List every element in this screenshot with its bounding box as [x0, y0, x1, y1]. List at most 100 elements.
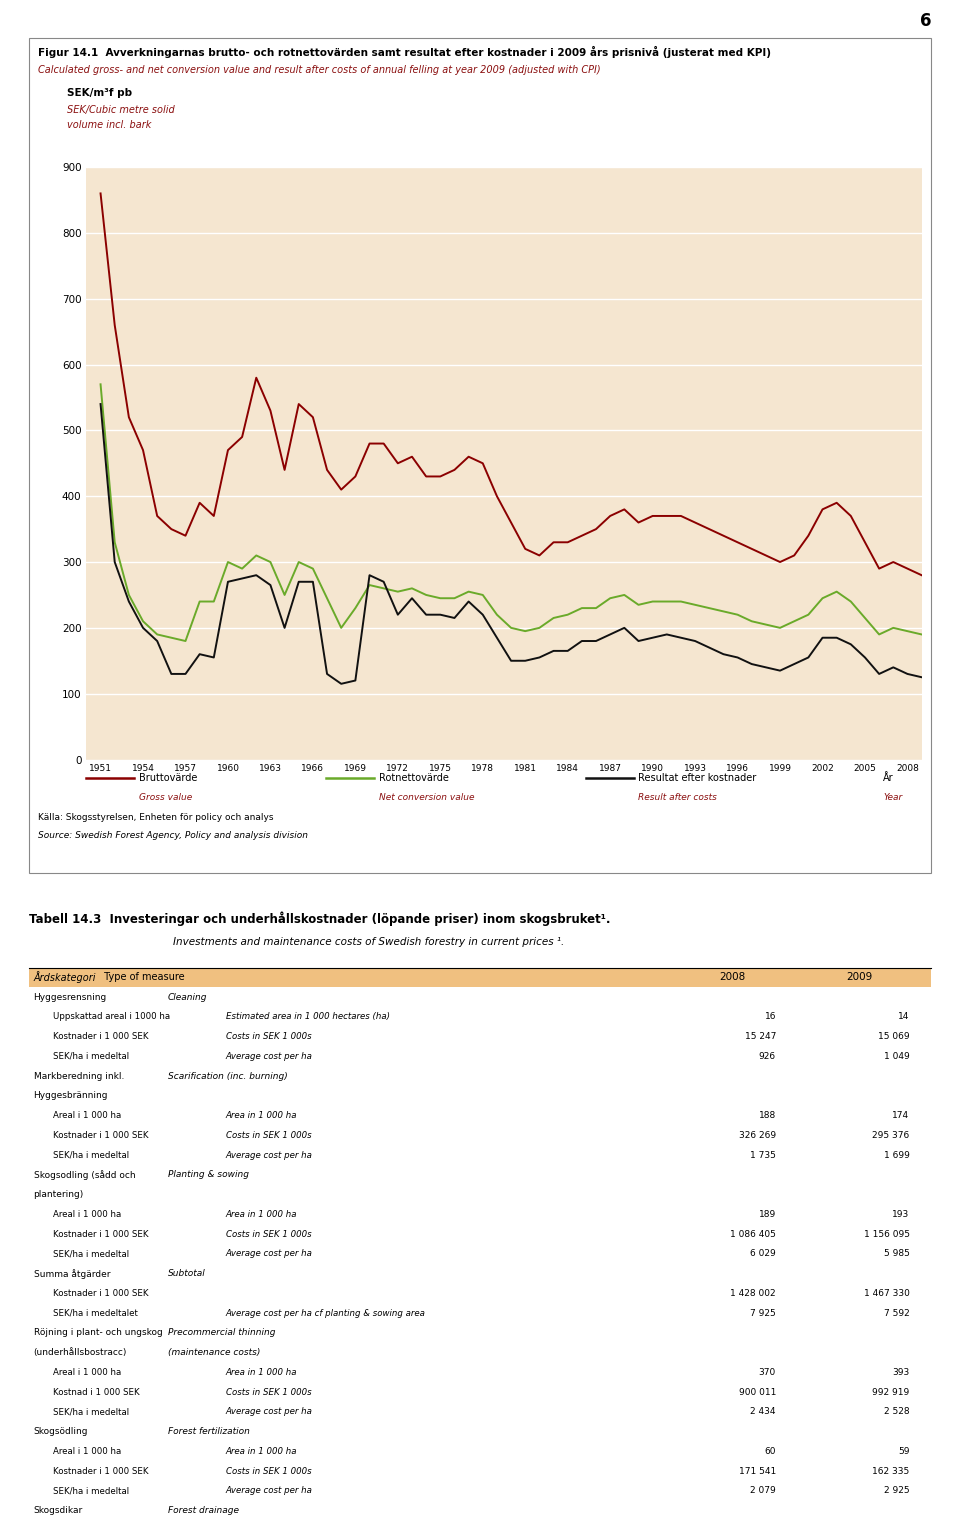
Text: 162 335: 162 335 — [873, 1467, 909, 1475]
Text: SEK/ha i medeltal: SEK/ha i medeltal — [53, 1487, 129, 1495]
Text: 189: 189 — [758, 1211, 776, 1218]
Text: 926: 926 — [758, 1053, 776, 1060]
Text: Area in 1 000 ha: Area in 1 000 ha — [226, 1369, 297, 1376]
Text: Uppskattad areal i 1000 ha: Uppskattad areal i 1000 ha — [53, 1013, 170, 1021]
Text: Hyggesrensning: Hyggesrensning — [34, 993, 107, 1001]
Text: 295 376: 295 376 — [873, 1132, 909, 1139]
Text: SEK/ha i medeltal: SEK/ha i medeltal — [53, 1250, 129, 1258]
Text: 2 925: 2 925 — [884, 1487, 909, 1495]
Text: Skogsdikar: Skogsdikar — [34, 1507, 83, 1514]
Text: 188: 188 — [758, 1112, 776, 1120]
Text: (underhållsbostracc): (underhållsbostracc) — [34, 1349, 127, 1356]
Text: 992 919: 992 919 — [873, 1388, 909, 1396]
Text: Kostnader i 1 000 SEK: Kostnader i 1 000 SEK — [53, 1290, 148, 1297]
Text: Skogsodling (sådd och: Skogsodling (sådd och — [34, 1170, 135, 1180]
Text: 7 925: 7 925 — [750, 1309, 776, 1317]
Text: Tabell 14.3  Investeringar och underhållskostnader (löpande priser) inom skogsbr: Tabell 14.3 Investeringar och underhålls… — [29, 911, 611, 927]
Text: 1 735: 1 735 — [750, 1151, 776, 1159]
Text: Costs in SEK 1 000s: Costs in SEK 1 000s — [226, 1033, 311, 1041]
Text: Areal i 1 000 ha: Areal i 1 000 ha — [53, 1112, 121, 1120]
Text: 174: 174 — [893, 1112, 909, 1120]
Text: 171 541: 171 541 — [739, 1467, 776, 1475]
Text: SEK/ha i medeltal: SEK/ha i medeltal — [53, 1053, 129, 1060]
Text: Average cost per ha: Average cost per ha — [226, 1250, 312, 1258]
Text: 1 467 330: 1 467 330 — [864, 1290, 909, 1297]
Text: Kostnader i 1 000 SEK: Kostnader i 1 000 SEK — [53, 1132, 148, 1139]
Text: Result after costs: Result after costs — [638, 793, 717, 802]
Text: 6: 6 — [920, 12, 931, 30]
Text: SEK/m³f pb: SEK/m³f pb — [67, 88, 132, 99]
Text: 900 011: 900 011 — [738, 1388, 776, 1396]
Text: Kostnad i 1 000 SEK: Kostnad i 1 000 SEK — [53, 1388, 139, 1396]
Text: År: År — [883, 773, 894, 782]
Text: Costs in SEK 1 000s: Costs in SEK 1 000s — [226, 1467, 311, 1475]
Text: 6 029: 6 029 — [750, 1250, 776, 1258]
Text: Figur 14.1  Avverkningarnas brutto- och rotnettovärden samt resultat efter kostn: Figur 14.1 Avverkningarnas brutto- och r… — [38, 46, 772, 58]
Text: Scarification (inc. burning): Scarification (inc. burning) — [168, 1072, 288, 1080]
Text: Källa: Skogsstyrelsen, Enheten för policy och analys: Källa: Skogsstyrelsen, Enheten för polic… — [38, 813, 274, 822]
Text: 1 699: 1 699 — [883, 1151, 909, 1159]
Text: 193: 193 — [892, 1211, 909, 1218]
Text: Average cost per ha: Average cost per ha — [226, 1053, 312, 1060]
Text: Average cost per ha cf planting & sowing area: Average cost per ha cf planting & sowing… — [226, 1309, 425, 1317]
Text: 15 247: 15 247 — [745, 1033, 776, 1041]
Text: volume incl. bark: volume incl. bark — [67, 120, 152, 131]
Text: Average cost per ha: Average cost per ha — [226, 1408, 312, 1416]
Text: Areal i 1 000 ha: Areal i 1 000 ha — [53, 1369, 121, 1376]
Text: Hyggesbränning: Hyggesbränning — [34, 1092, 108, 1100]
Text: Kostnader i 1 000 SEK: Kostnader i 1 000 SEK — [53, 1467, 148, 1475]
Text: Costs in SEK 1 000s: Costs in SEK 1 000s — [226, 1230, 311, 1238]
Text: SEK/ha i medeltalet: SEK/ha i medeltalet — [53, 1309, 137, 1317]
Text: 16: 16 — [764, 1013, 776, 1021]
Text: 14: 14 — [899, 1013, 909, 1021]
Text: Årdskategori: Årdskategori — [34, 972, 96, 983]
Text: 15 069: 15 069 — [877, 1033, 909, 1041]
Text: Forest drainage: Forest drainage — [168, 1507, 239, 1514]
Text: Area in 1 000 ha: Area in 1 000 ha — [226, 1211, 297, 1218]
Text: Calculated gross- and net conversion value and result after costs of annual fell: Calculated gross- and net conversion val… — [38, 65, 601, 76]
Text: Costs in SEK 1 000s: Costs in SEK 1 000s — [226, 1388, 311, 1396]
Text: SEK/ha i medeltal: SEK/ha i medeltal — [53, 1408, 129, 1416]
Text: 2 434: 2 434 — [751, 1408, 776, 1416]
Text: Gross value: Gross value — [139, 793, 192, 802]
Text: Costs in SEK 1 000s: Costs in SEK 1 000s — [226, 1132, 311, 1139]
Text: Area in 1 000 ha: Area in 1 000 ha — [226, 1448, 297, 1455]
Text: SEK/Cubic metre solid: SEK/Cubic metre solid — [67, 105, 175, 115]
Text: Average cost per ha: Average cost per ha — [226, 1487, 312, 1495]
Text: Net conversion value: Net conversion value — [379, 793, 474, 802]
Text: 2009: 2009 — [846, 972, 872, 983]
Text: Skogsödling: Skogsödling — [34, 1428, 88, 1435]
Text: Bruttovärde: Bruttovärde — [139, 773, 198, 782]
Text: Areal i 1 000 ha: Areal i 1 000 ha — [53, 1211, 121, 1218]
Text: Forest fertilization: Forest fertilization — [168, 1428, 250, 1435]
Text: Planting & sowing: Planting & sowing — [168, 1171, 249, 1179]
Text: Estimated area in 1 000 hectares (ha): Estimated area in 1 000 hectares (ha) — [226, 1013, 390, 1021]
Text: Investments and maintenance costs of Swedish forestry in current prices ¹.: Investments and maintenance costs of Swe… — [173, 937, 564, 948]
Text: Type of measure: Type of measure — [101, 972, 184, 983]
Text: Area in 1 000 ha: Area in 1 000 ha — [226, 1112, 297, 1120]
Text: Summa åtgärder: Summa åtgärder — [34, 1268, 110, 1279]
Text: 59: 59 — [898, 1448, 909, 1455]
Text: Rotnettovärde: Rotnettovärde — [379, 773, 449, 782]
Text: SEK/ha i medeltal: SEK/ha i medeltal — [53, 1151, 129, 1159]
Text: 2 079: 2 079 — [750, 1487, 776, 1495]
Text: Markberedning inkl.: Markberedning inkl. — [34, 1072, 124, 1080]
Text: Subtotal: Subtotal — [168, 1270, 205, 1277]
Text: plantering): plantering) — [34, 1191, 84, 1198]
Text: 5 985: 5 985 — [883, 1250, 909, 1258]
Text: 2 528: 2 528 — [884, 1408, 909, 1416]
Text: (maintenance costs): (maintenance costs) — [168, 1349, 260, 1356]
Text: 393: 393 — [892, 1369, 909, 1376]
Text: 326 269: 326 269 — [739, 1132, 776, 1139]
Text: 1 156 095: 1 156 095 — [864, 1230, 909, 1238]
Text: Year: Year — [883, 793, 902, 802]
Text: Areal i 1 000 ha: Areal i 1 000 ha — [53, 1448, 121, 1455]
Text: Röjning i plant- och ungskog: Röjning i plant- och ungskog — [34, 1329, 162, 1337]
Text: Precommercial thinning: Precommercial thinning — [168, 1329, 276, 1337]
Text: Resultat efter kostnader: Resultat efter kostnader — [638, 773, 756, 782]
Text: Kostnader i 1 000 SEK: Kostnader i 1 000 SEK — [53, 1033, 148, 1041]
Text: 1 086 405: 1 086 405 — [731, 1230, 776, 1238]
Text: 370: 370 — [758, 1369, 776, 1376]
Text: 1 428 002: 1 428 002 — [731, 1290, 776, 1297]
Text: 1 049: 1 049 — [884, 1053, 909, 1060]
